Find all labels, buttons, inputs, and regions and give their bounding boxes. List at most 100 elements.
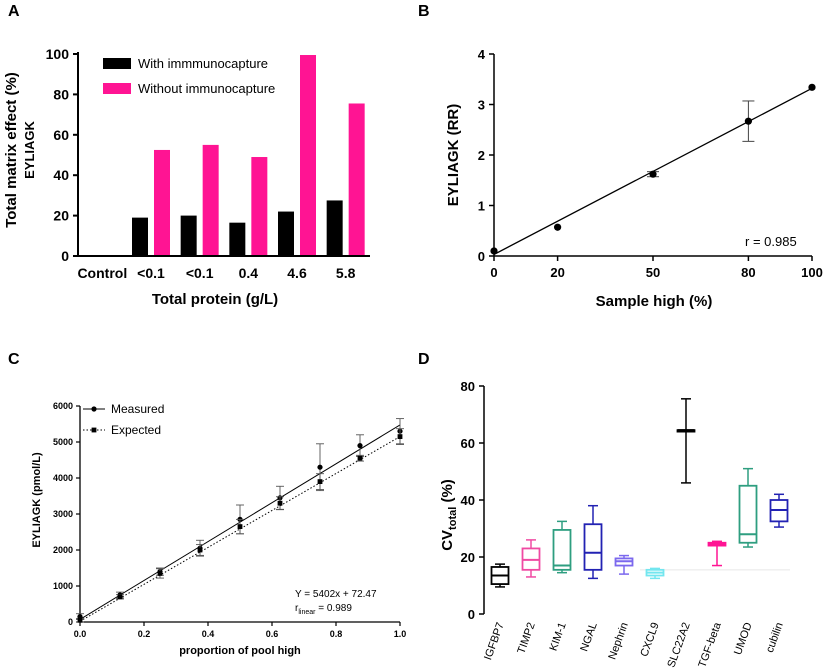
panel-a-legend-label: With immmunocapture [138,56,268,71]
panel-b-ytick-label: 3 [478,98,485,113]
panel-d-category-label: UMOD [732,621,755,657]
panel-a-xlabel: Total protein (g/L) [152,291,278,308]
panel-a-xtick-label: <0.1 [137,265,165,281]
panel-b-ytick-label: 2 [478,148,485,163]
panel-b-xtick-label: 50 [646,265,660,280]
panel-a-ytick-label: 80 [53,86,69,102]
panel-d-box [583,523,603,571]
panel-d-category-label: NGAL [578,621,600,653]
panel-c-legend-label: Expected [111,423,161,437]
panel-c-point-expected [317,479,323,484]
panel-c-point-expected [277,500,283,506]
panel-c-ytick-label: 2000 [53,545,73,555]
panel-c-point-expected [397,434,403,439]
panel-a-ytick-label: 0 [61,248,69,264]
panel-b-point [808,83,816,91]
panel-b-xtick-label: 80 [741,265,755,280]
panel-d-category-label: IGFBP7 [482,621,507,662]
panel-c-xtick-label: 0.2 [138,629,151,639]
panel-c-label: C [8,351,20,368]
panel-a-ytick-label: 100 [46,46,70,62]
panel-d-category-label: KIM-1 [548,621,569,653]
panel-a-bar-with [278,211,294,256]
panel-a: A Total matrix effect (%) EYLIAGK Total … [3,3,370,308]
panel-d-label: D [418,351,430,368]
panel-d-category-label: Nephrin [606,621,630,661]
panel-c-ytick-label: 6000 [53,401,73,411]
panel-c-point-expected [77,617,83,623]
panel-b-annotation: r = 0.985 [745,234,797,249]
panel-c-point-expected [357,455,363,461]
panel-a-bar-with [132,217,148,256]
panel-d-category-label: TIMP2 [515,621,537,656]
panel-b-ytick-label: 4 [478,47,486,62]
panel-d: D CVtotal (%) 0 20 40 60 80 IGFBP7 TIMP2 KIM-1 N… [418,351,790,669]
panel-a-bar-with [180,215,197,256]
panel-c-r-value: = 0.989 [315,603,352,614]
panel-c-legend-marker [91,406,97,412]
panel-d-ytick-label: 80 [461,379,475,394]
panel-b-xtick-label: 100 [801,265,823,280]
panel-c-legend-marker [91,427,97,433]
panel-c-ytick-label: 3000 [53,509,73,519]
panel-b: B EYLIAGK (RR) Sample high (%) r = 0.985… [418,3,823,310]
panel-b-point [554,223,562,231]
panel-b-ytick-label: 1 [478,199,485,214]
panel-c-r-sub: linear [298,609,316,616]
panel-c-xtick-label: 0.4 [202,629,215,639]
panel-c-ytick-label: 5000 [53,437,73,447]
panel-d-ylabel-unit: (%) [439,479,456,507]
panel-c-point-expected [197,547,203,553]
panel-d-ytick-label: 60 [461,436,475,451]
panel-a-xtick-label: 0.4 [239,265,259,281]
panel-c-legend-label: Measured [111,402,164,416]
panel-a-bar-with [229,222,246,256]
panel-a-label: A [8,3,20,20]
panel-c-point-measured [357,443,363,449]
panel-a-xtick-label: <0.1 [186,265,214,281]
panel-c-ytick-label: 0 [68,617,73,627]
panel-b-ytick-label: 0 [478,249,485,264]
panel-c-r-stat: rlinear = 0.989 [295,603,352,616]
panel-c-ytick-label: 1000 [53,581,73,591]
panel-c-xtick-label: 0.6 [266,629,279,639]
panel-b-point [649,170,657,178]
panel-d-box [552,529,572,571]
panel-a-ytick-label: 40 [53,167,69,183]
panel-d-ytick-label: 0 [468,607,475,622]
panel-a-ytick-label: 20 [53,208,69,224]
panel-c-ylabel: EYLIAGK (pmol/L) [31,452,43,548]
panel-c-ytick-label: 4000 [53,473,73,483]
panel-c-xlabel: proportion of pool high [179,645,301,657]
panel-c-xtick-label: 0.8 [330,629,343,639]
panel-b-point [490,247,498,255]
panel-d-ytick-label: 20 [461,550,475,565]
panel-d-category-label: SLC22A2 [665,621,692,669]
panel-c-point-expected [157,571,163,576]
panel-a-bar-without [251,157,268,256]
panel-d-ylabel-sub: total [447,507,459,530]
panel-c: C EYLIAGK (pmol/L) proportion of pool hi… [8,351,406,657]
panel-d-ytick-label: 40 [461,493,475,508]
panel-c-r-label: r [295,603,299,614]
panel-b-xlabel: Sample high (%) [596,293,713,310]
panel-a-ylabel: Total matrix effect (%) [3,72,20,228]
panel-a-legend-swatch [103,83,131,94]
panel-c-point-expected [117,594,123,600]
panel-c-xtick-label: 1.0 [394,629,407,639]
panel-a-bar-without [154,149,170,256]
panel-b-xtick-label: 20 [550,265,564,280]
panel-a-bar-with [326,200,343,256]
panel-a-legend-label: Without immunocapture [138,81,275,96]
panel-a-ylabel2: EYLIAGK [22,121,37,179]
panel-c-point-expected [237,524,243,529]
panel-a-xtick-label: 5.8 [336,265,356,281]
panel-d-category-label: TGF-beta [696,620,724,669]
panel-a-bar-without [202,144,219,256]
panel-a-xtick-label: Control [77,265,127,281]
panel-b-label: B [418,3,430,20]
panel-a-xtick-label: 4.6 [287,265,307,281]
panel-d-ylabel-main: CV [439,530,456,551]
